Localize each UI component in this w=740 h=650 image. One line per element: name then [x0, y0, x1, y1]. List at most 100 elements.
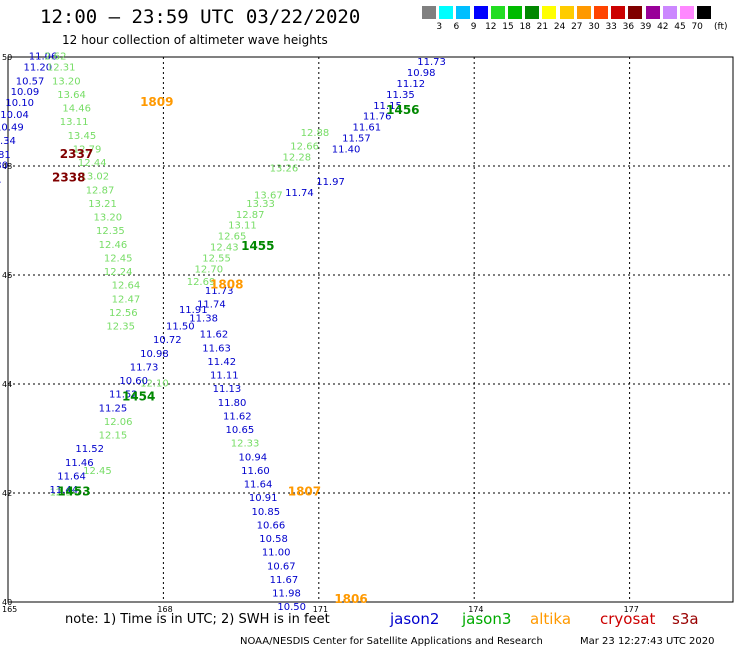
swh-value: 11.35 — [386, 90, 415, 101]
swh-value: 12.34 — [49, 488, 78, 499]
legend-swatch — [594, 6, 609, 19]
swh-value: 11.34 — [0, 136, 16, 147]
swh-value: 12.45 — [104, 253, 133, 264]
swh-value: 10.98 — [407, 68, 436, 79]
swh-value: 12.45 — [83, 466, 112, 477]
swh-value: 10.04 — [0, 110, 29, 121]
legend-swatch — [508, 6, 523, 19]
swh-value: 12.56 — [109, 308, 138, 319]
swh-value: 10.66 — [257, 520, 286, 531]
swh-value: 10.91 — [249, 493, 278, 504]
swh-value: 10.10 — [5, 98, 34, 109]
track-time-label: 1453 — [57, 485, 90, 499]
swh-value: 11.91 — [179, 305, 208, 316]
lat-tick-label: 50 — [2, 53, 12, 62]
legend-swatch — [697, 6, 713, 19]
swh-value: 13.33 — [246, 199, 275, 210]
timestamp: Mar 23 12:27:43 UTC 2020 — [580, 636, 715, 647]
track-time-label: 1454 — [122, 389, 155, 403]
legend-swatch — [662, 6, 678, 19]
legend-label: 6 — [453, 22, 460, 32]
legend-swatch — [645, 6, 661, 19]
track-time-label: 1806 — [334, 592, 367, 606]
swh-value: 12.55 — [202, 253, 231, 264]
swh-value: 12.33 — [231, 439, 260, 450]
swh-value: 10.09 — [11, 87, 40, 98]
swh-value: 11.76 — [363, 112, 392, 123]
swh-value: 11.73 — [130, 362, 159, 373]
swh-value: 11.64 — [57, 471, 86, 482]
swh-value: 11.61 — [352, 123, 381, 134]
legend-swatch — [611, 6, 627, 19]
legend-label: 15 — [502, 22, 514, 32]
swh-value: 13.11 — [228, 221, 257, 232]
swh-value: 10.49 — [0, 123, 24, 134]
lon-tick-label: 168 — [157, 605, 172, 614]
satellite-name: cryosat — [600, 610, 656, 628]
track-time-label: 1807 — [288, 485, 321, 499]
swh-value: 2.62 — [44, 52, 66, 63]
swh-value: 11.00 — [262, 548, 291, 559]
lon-tick-label: 171 — [313, 605, 328, 614]
lon-tick-label: 177 — [624, 605, 639, 614]
satellite-name: s3a — [672, 610, 699, 628]
swh-value: 12.44 — [78, 158, 107, 169]
track-time-label: 1455 — [241, 239, 274, 253]
satellite-name: jason3 — [462, 610, 512, 628]
swh-value: 12.88 — [301, 128, 330, 139]
swh-value: 12.47 — [112, 294, 141, 305]
swh-value: 11.46 — [65, 458, 94, 469]
swh-value: 10.85 — [251, 507, 280, 518]
swh-value: 12.24 — [104, 267, 133, 278]
swh-value: 11.25 — [99, 403, 128, 414]
swh-value: 11.52 — [75, 444, 104, 455]
legend-label: 39 — [639, 22, 652, 32]
swh-value: 10.67 — [267, 561, 296, 572]
lat-tick-label: 46 — [2, 271, 12, 280]
swh-value: 11.50 — [166, 322, 195, 333]
legend-label: 45 — [674, 22, 686, 32]
swh-value: 12.70 — [194, 264, 223, 275]
swh-value: 12.79 — [73, 144, 102, 155]
legend-swatch — [576, 6, 592, 19]
swh-value: 11.62 — [200, 330, 229, 341]
swh-value: 13.21 — [88, 199, 117, 210]
swh-value: 11.06 — [29, 52, 58, 63]
legend-swatch — [525, 6, 541, 19]
swh-value: 12.46 — [99, 240, 128, 251]
swh-value: 10.65 — [226, 425, 255, 436]
swh-value: 12.69 — [187, 277, 216, 288]
swh-value: 11.13 — [213, 384, 242, 395]
legend-label: 42 — [657, 22, 669, 32]
swh-value: 13.67 — [254, 191, 283, 202]
legend-label: 18 — [519, 22, 531, 32]
track-time-label: 2338 — [52, 170, 85, 184]
subtitle: 12 hour collection of altimeter wave hei… — [62, 33, 328, 47]
legend-swatch — [559, 6, 575, 19]
credit-line: NOAA/NESDIS Center for Satellite Applica… — [240, 636, 543, 647]
lat-tick-label: 48 — [2, 162, 12, 171]
swh-value: 11.38 — [189, 313, 218, 324]
lat-tick-label: 44 — [2, 380, 12, 389]
swh-value: 13.20 — [93, 213, 122, 224]
legend-swatch — [680, 6, 695, 19]
swh-value: 10.98 — [140, 349, 169, 360]
legend-swatch — [473, 6, 489, 19]
swh-value: 11.67 — [270, 575, 299, 586]
legend-swatch — [628, 6, 644, 19]
swh-value: 11.40 — [332, 144, 361, 155]
swh-value: 12.35 — [106, 322, 135, 333]
swh-value: 11.62 — [223, 411, 252, 422]
swh-value: 12.66 — [290, 142, 319, 153]
lat-tick-label: 42 — [2, 489, 12, 498]
legend-label: 30 — [588, 22, 600, 32]
legend-label: 33 — [605, 22, 617, 32]
swh-value: 10.57 — [16, 76, 45, 87]
legend-swatch — [542, 6, 558, 19]
swh-value: 12.10 — [140, 379, 169, 390]
swh-value: 11.60 — [241, 466, 270, 477]
swh-value: 11.42 — [207, 357, 236, 368]
lon-tick-label: 165 — [2, 605, 17, 614]
satellite-name: jason2 — [390, 610, 440, 628]
